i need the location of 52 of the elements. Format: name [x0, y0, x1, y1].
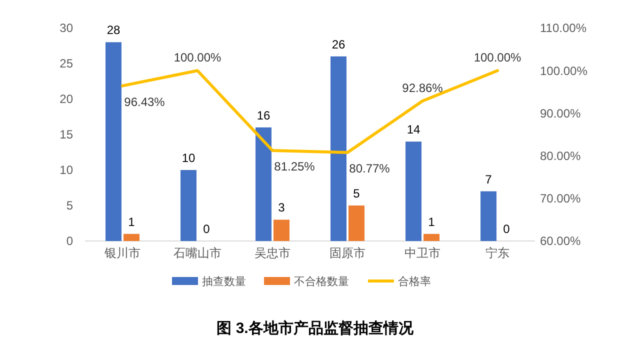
bar [330, 56, 346, 241]
data-label: 28 [106, 23, 120, 38]
x-tick-label: 吴忠市 [254, 246, 290, 260]
bar [274, 220, 290, 241]
data-label: 5 [353, 186, 360, 200]
data-label: 80.77% [349, 162, 390, 176]
line-series [121, 69, 499, 154]
data-label: 26 [332, 37, 346, 52]
x-tick-label: 石嘴山市 [174, 246, 222, 260]
data-label: 10 [182, 151, 196, 165]
x-tick-label: 固原市 [330, 246, 366, 260]
data-label: 81.25% [274, 159, 316, 174]
y-tick-label: 0 [66, 234, 74, 248]
bar [480, 191, 496, 241]
y-tick-label: 30 [60, 21, 74, 36]
data-label: 100.00% [174, 50, 222, 65]
data-label: 0 [503, 222, 510, 236]
y-tick-label: 20 [60, 92, 74, 106]
data-label: 14 [406, 122, 420, 137]
y-tick-label: 25 [60, 56, 74, 71]
x-tick-label: 银川市 [104, 246, 140, 260]
bar [180, 170, 196, 241]
y2-tick-label: 70.00% [540, 192, 582, 206]
y2-tick-label: 110.00% [540, 21, 587, 36]
x-tick-label: 中卫市 [404, 246, 440, 260]
y-tick-label: 15 [60, 128, 74, 142]
data-label: 100.00% [474, 50, 522, 65]
legend-label: 合格率 [398, 274, 431, 288]
bar [106, 42, 122, 241]
bar [124, 234, 140, 241]
data-label: 92.86% [402, 81, 444, 96]
bar [406, 142, 422, 241]
y2-tick-label: 90.00% [540, 106, 582, 120]
y2-tick-label: 100.00% [540, 64, 588, 78]
data-label: 1 [428, 214, 436, 229]
data-label: 16 [256, 108, 270, 122]
y2-tick-label: 80.00% [540, 149, 582, 163]
data-label: 0 [203, 222, 210, 236]
data-label: 96.43% [124, 94, 166, 109]
data-label: 7 [485, 172, 492, 186]
x-tick-label: 宁东 [486, 246, 510, 260]
data-label: 3 [278, 200, 286, 215]
y-tick-label: 5 [66, 198, 74, 213]
data-label: 1 [128, 214, 136, 229]
bar [348, 206, 364, 241]
legend-label: 抽查数量 [202, 274, 246, 288]
legend-label: 不合格数量 [294, 274, 349, 288]
y-tick-label: 10 [60, 163, 74, 178]
text: 图 3.各地市产品监督抽查情况 [216, 319, 414, 337]
bar [256, 127, 272, 241]
y2-tick-label: 60.00% [540, 234, 582, 248]
bar [424, 234, 440, 241]
